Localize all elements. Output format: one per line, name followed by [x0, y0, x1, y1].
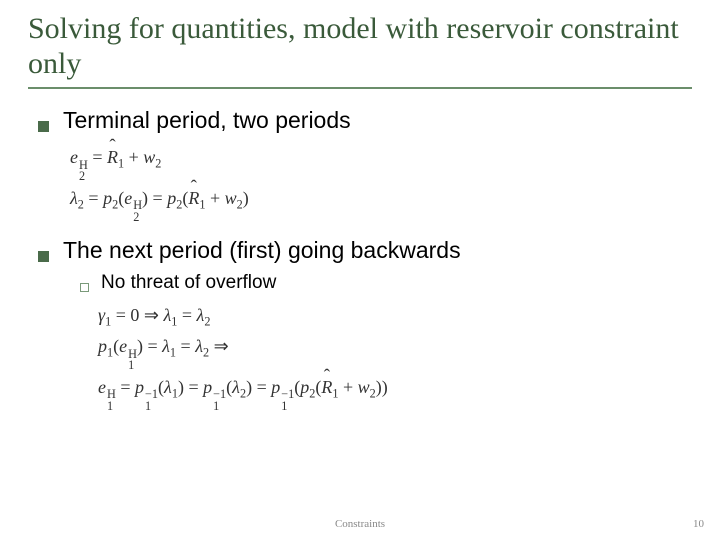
sub-bullet-item: No threat of overflow [80, 272, 692, 294]
bullet-item: The next period (first) going backwards [38, 237, 692, 264]
title-block: Solving for quantities, model with reser… [28, 12, 692, 89]
equation: p1(eH1) = λ1 = λ2 ⇒ [98, 331, 692, 372]
bullet-text: The next period (first) going backwards [63, 237, 461, 264]
hollow-square-bullet-icon [80, 283, 89, 292]
equation: eH1 = p−11(λ1) = p−11(λ2) = p−11(p2(R1 +… [98, 372, 692, 413]
equation-group: γ1 = 0 ⇒ λ1 = λ2 p1(eH1) = λ1 = λ2 ⇒ eH1… [98, 300, 692, 412]
equation-group: eH2 = R1 + w2 λ2 = p2(eH2) = p2(R1 + w2) [70, 142, 692, 223]
square-bullet-icon [38, 121, 49, 132]
page-number: 10 [693, 518, 704, 530]
bullet-item: Terminal period, two periods [38, 107, 692, 134]
equation: λ2 = p2(eH2) = p2(R1 + w2) [70, 183, 692, 224]
equation: γ1 = 0 ⇒ λ1 = λ2 [98, 300, 692, 331]
slide-title: Solving for quantities, model with reser… [28, 12, 692, 81]
equation: eH2 = R1 + w2 [70, 142, 692, 183]
bullet-text: Terminal period, two periods [63, 107, 351, 134]
square-bullet-icon [38, 251, 49, 262]
sub-bullet-text: No threat of overflow [101, 272, 276, 294]
footer-label: Constraints [335, 518, 385, 530]
